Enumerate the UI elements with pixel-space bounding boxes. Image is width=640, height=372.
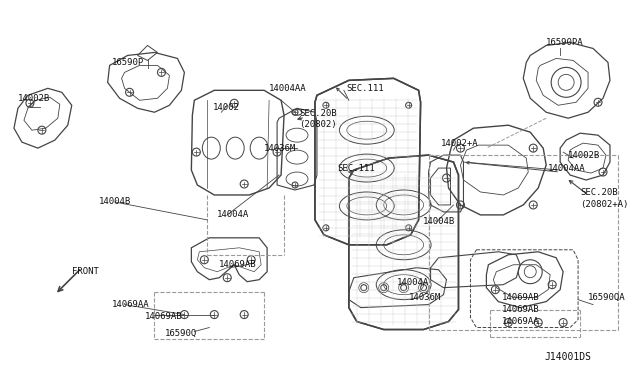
Text: 14004B: 14004B [422, 217, 455, 227]
Text: 14004AA: 14004AA [269, 84, 307, 93]
Text: (20802): (20802) [299, 120, 337, 129]
Text: SEC.111: SEC.111 [347, 84, 385, 93]
Text: 14069AB: 14069AB [220, 260, 257, 269]
Text: 16590QA: 16590QA [588, 293, 626, 302]
Text: 14002B: 14002B [18, 94, 50, 103]
Text: 14002B: 14002B [568, 151, 600, 160]
Text: 14069AB: 14069AB [502, 293, 540, 302]
Text: SEC.111: SEC.111 [337, 164, 374, 173]
Text: 14004B: 14004B [99, 198, 131, 206]
Text: 14069AB: 14069AB [502, 305, 540, 314]
Text: 16590P: 16590P [111, 58, 144, 67]
Text: 14004A: 14004A [217, 211, 250, 219]
Text: 14036M: 14036M [264, 144, 296, 153]
Text: 16590Q: 16590Q [165, 329, 198, 338]
Text: SEC.20B: SEC.20B [580, 189, 618, 198]
Text: 14004A: 14004A [397, 278, 429, 287]
Text: 14004AA: 14004AA [548, 164, 586, 173]
Text: (20802+A): (20802+A) [580, 201, 628, 209]
Text: 14069AB: 14069AB [145, 312, 182, 321]
Text: 14002: 14002 [213, 103, 240, 112]
Text: J14001DS: J14001DS [545, 352, 591, 362]
Text: FRONT: FRONT [72, 267, 99, 276]
Text: 14002+A: 14002+A [440, 139, 478, 148]
Text: SEC.20B: SEC.20B [299, 109, 337, 118]
Text: 14069AA: 14069AA [502, 317, 540, 326]
Text: 14036M: 14036M [409, 293, 441, 302]
Text: 14069AA: 14069AA [111, 300, 149, 309]
Text: 16590PA: 16590PA [546, 38, 584, 47]
